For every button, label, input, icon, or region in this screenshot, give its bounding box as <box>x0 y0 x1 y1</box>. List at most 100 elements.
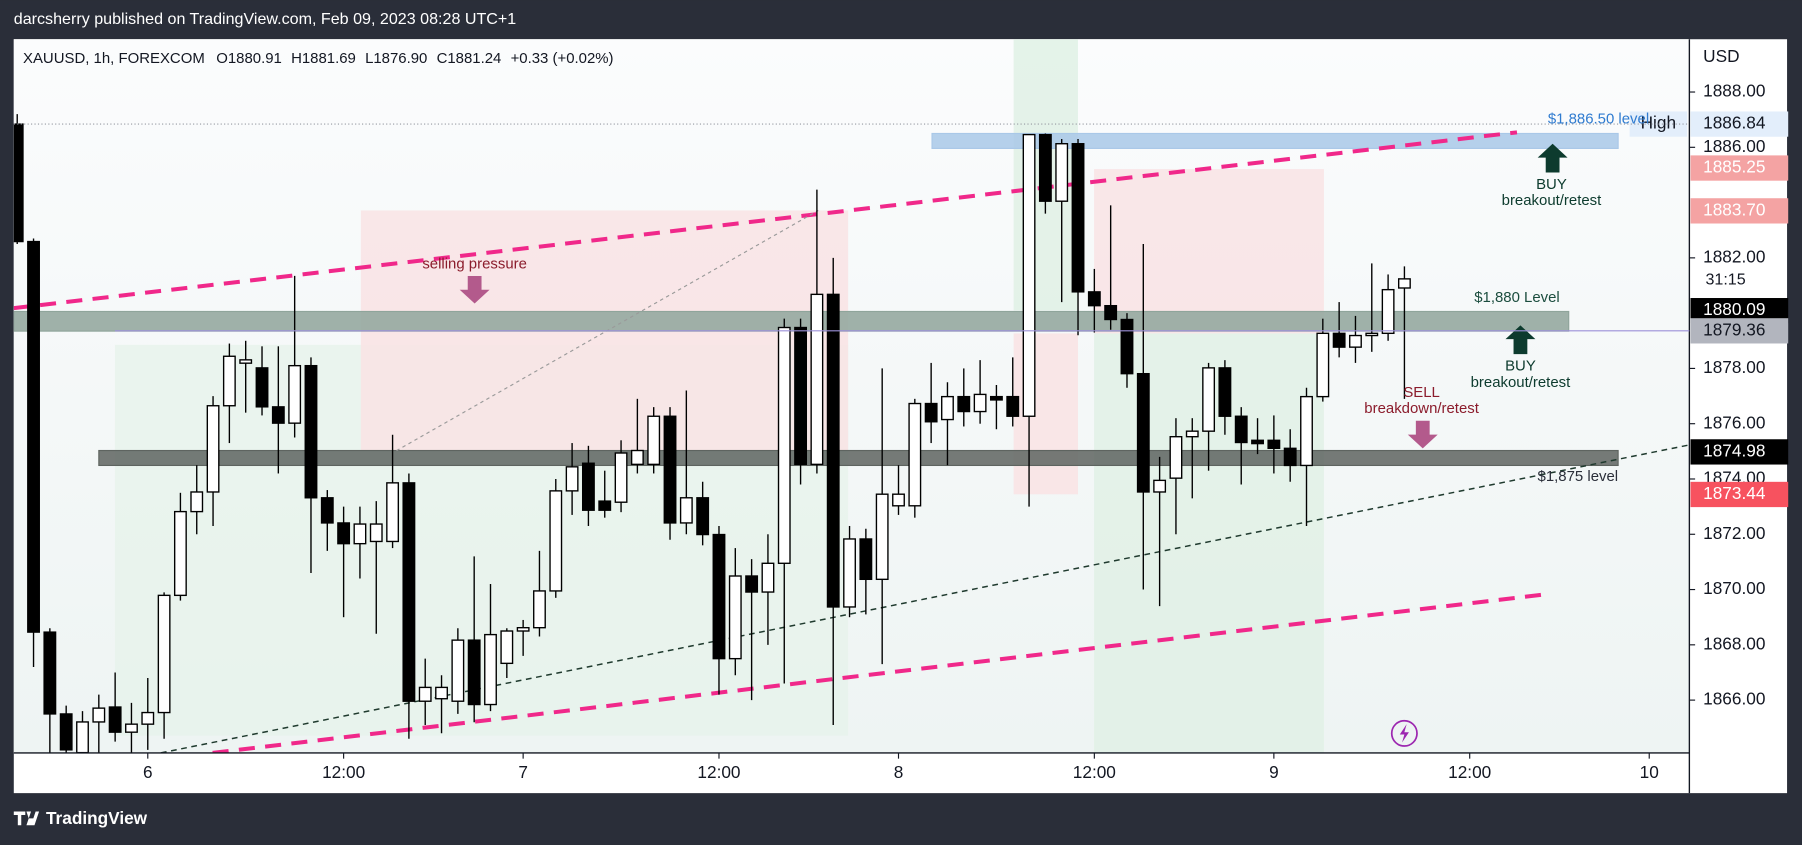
candle-body <box>1202 367 1216 432</box>
candle-body <box>435 686 448 700</box>
price-badge-label: 1879.36 <box>1703 319 1765 339</box>
arrow-up <box>1537 143 1568 173</box>
candle-body <box>271 406 285 424</box>
candle-body <box>875 493 889 581</box>
x-tick-label: 12:00 <box>322 762 365 782</box>
x-tick-label: 7 <box>518 762 528 782</box>
annotations: selling pressure BUY breakout/retest BUY… <box>422 143 1602 747</box>
candle-body <box>1038 133 1052 202</box>
candle-body <box>941 395 954 421</box>
candle-body <box>1267 439 1281 449</box>
candle-body <box>728 575 742 660</box>
candle-body <box>1218 367 1232 417</box>
candle-body <box>1300 395 1313 467</box>
zone <box>931 132 1619 149</box>
candle-body <box>467 639 481 706</box>
candle-body <box>418 686 432 702</box>
zone-label: $1,875 level <box>1538 468 1619 485</box>
candle-body <box>304 364 318 499</box>
publisher: darcsherry published on TradingView.com,… <box>14 10 516 28</box>
candle-body <box>108 706 122 733</box>
zone <box>13 310 1570 332</box>
candle-body <box>1381 288 1395 335</box>
candle-body <box>206 405 220 493</box>
candle-body <box>43 631 57 715</box>
arrow-up <box>1505 325 1536 355</box>
candle-body <box>761 562 775 593</box>
candle-body <box>125 723 138 733</box>
candle-body <box>337 522 351 545</box>
candle-body <box>386 482 400 543</box>
candle-body <box>614 452 628 503</box>
candle-body <box>712 533 726 660</box>
candle-body <box>402 482 416 702</box>
x-tick-label: 12:00 <box>1448 762 1491 782</box>
candle-body <box>222 355 236 407</box>
range-shade <box>1094 169 1324 334</box>
note: SELL <box>1403 384 1440 401</box>
symbol-header: XAUUSD, 1h, FOREXCOM O1880.91 H1881.69 L187… <box>23 50 614 67</box>
candle-body <box>647 415 661 466</box>
trendline <box>212 592 1546 753</box>
candle-body <box>533 590 546 629</box>
price-badge-label: 1873.44 <box>1703 483 1766 503</box>
candle-body <box>27 240 40 633</box>
candle-body <box>288 364 302 424</box>
candle-body <box>843 538 856 608</box>
price-badge <box>1690 198 1789 224</box>
x-tick-label: 12:00 <box>1073 762 1116 782</box>
event-icon[interactable] <box>1390 719 1418 747</box>
candle-body <box>1185 430 1199 438</box>
candle-body <box>598 500 612 511</box>
logo <box>13 811 40 826</box>
candle-body <box>1397 278 1411 289</box>
price-badge-label: 1886.84 <box>1703 113 1766 133</box>
candle-body <box>745 575 759 593</box>
price-badge-label: 1883.70 <box>1703 199 1765 219</box>
y-tick-label: 1882.00 <box>1703 246 1765 266</box>
y-tick-label: 1878.00 <box>1703 357 1765 377</box>
candle-body <box>484 633 497 706</box>
candle-body <box>13 123 24 243</box>
zone-label: $1,886.50 level <box>1548 111 1649 128</box>
candle-body <box>549 490 563 592</box>
y-tick-label: 1888.00 <box>1703 81 1765 101</box>
candle-body <box>908 402 922 507</box>
note: BUY <box>1505 358 1536 375</box>
candle-body <box>173 510 187 597</box>
price-badge-label: 1885.25 <box>1703 157 1765 177</box>
candle-body <box>1071 143 1085 293</box>
candle-body <box>810 293 824 466</box>
candle-body <box>1283 447 1297 467</box>
y-tick-label: 1870.00 <box>1703 578 1765 598</box>
x-tick-label: 8 <box>894 762 904 782</box>
candle-body <box>59 713 73 751</box>
candle-body <box>1349 334 1362 348</box>
price-badge-label: 1880.09 <box>1703 299 1765 319</box>
event-icon-bolt <box>1399 724 1409 743</box>
candle-body <box>696 497 710 536</box>
candle-body <box>239 359 253 364</box>
candle-body <box>320 497 334 524</box>
candle-body <box>565 466 579 492</box>
candle-body <box>957 395 971 413</box>
y-tick-label: 1886.00 <box>1703 136 1765 156</box>
candle-body <box>892 493 905 507</box>
y-tick-label: 1868.00 <box>1703 633 1765 653</box>
candle-body <box>516 627 530 632</box>
candle-body <box>924 402 938 423</box>
y-tick-label: 1872.00 <box>1703 523 1765 543</box>
candle-body <box>1022 133 1036 417</box>
countdown: 31:15 <box>1705 270 1745 288</box>
note: selling pressure <box>422 255 527 272</box>
price-badge <box>1690 111 1789 137</box>
x-tick-label: 6 <box>143 762 153 782</box>
price-badge-label: 1874.98 <box>1703 440 1765 460</box>
candle-body <box>859 538 873 581</box>
footer: TradingView <box>46 808 148 828</box>
note: breakout/retest <box>1502 192 1602 209</box>
y-tick-label: 1866.00 <box>1703 689 1765 709</box>
candle-body <box>1316 332 1330 398</box>
candle-body <box>679 497 693 524</box>
